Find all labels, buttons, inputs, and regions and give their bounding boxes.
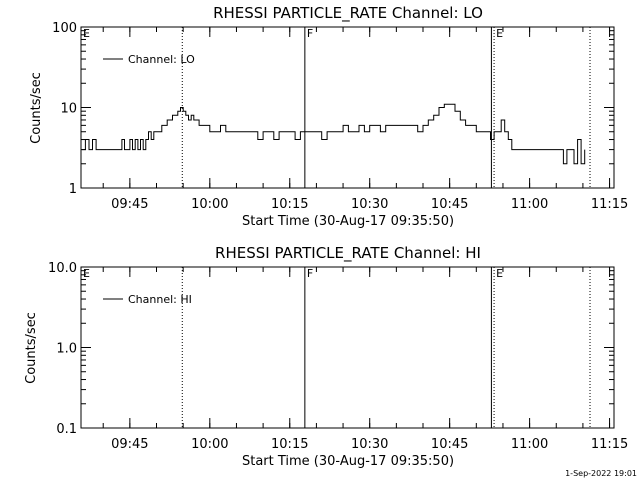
chart-marks-layer: 09:45 10:00 10:15 10:30 10:45 11:00 11:15 1 10 10… (48, 21, 628, 452)
panel-lo-series-line (81, 103, 586, 165)
panel-lo-xtick-label: 10:45 (431, 197, 468, 212)
panel-lo-ytick-label: 10 (60, 102, 77, 117)
panel-hi-ytick-label: 1.0 (56, 342, 77, 357)
panel-hi-xtick-label: 10:00 (191, 437, 228, 452)
panel-hi-xtick-label: 09:45 (111, 437, 148, 452)
panel-hi-xlabel: Start Time (30-Aug-17 09:35:50) (242, 454, 454, 469)
panel-hi-event-marker-label: E (83, 267, 90, 280)
panel-lo-ytick-label: 1 (69, 182, 77, 197)
panel-lo-xtick-label: 10:15 (271, 197, 308, 212)
panel-hi-xtick-label: 11:00 (511, 437, 548, 452)
panel-hi-xtick-label: 10:45 (431, 437, 468, 452)
panel-hi-ytick-label: 0.1 (56, 422, 77, 437)
panel-hi-title: RHESSI PARTICLE_RATE Channel: HI (215, 244, 481, 263)
panel-lo-event-marker-label: E (83, 27, 90, 40)
panel-lo-xlabel: Start Time (30-Aug-17 09:35:50) (242, 214, 454, 229)
panel-hi-xtick-label: 10:15 (271, 437, 308, 452)
panel-lo-legend-label: Channel: LO (128, 53, 195, 66)
panel-hi-xtick-label: 11:15 (591, 437, 628, 452)
panel-lo-event-marker-label: F (307, 27, 313, 40)
panel-lo-ylabel: Counts/sec (29, 72, 44, 144)
panel-hi-xtick-label: 10:30 (351, 437, 388, 452)
panel-hi-event-marker-label: F (307, 267, 313, 280)
panel-lo-xtick-label: 10:30 (351, 197, 388, 212)
panel-lo-title: RHESSI PARTICLE_RATE Channel: LO (213, 4, 483, 23)
panel-hi-legend-label: Channel: HI (128, 293, 192, 306)
panel-hi-event-marker-label: E (496, 267, 503, 280)
footer-timestamp: 1-Sep-2022 19:01 (565, 469, 637, 478)
panel-lo-event-marker-label: E (496, 27, 503, 40)
panel-lo-xtick-label: 10:00 (191, 197, 228, 212)
panel-lo-xtick-label: 09:45 (111, 197, 148, 212)
panel-lo-ytick-label: 100 (52, 21, 77, 36)
panel-hi-ylabel: Counts/sec (24, 312, 39, 384)
panel-lo-xtick-label: 11:15 (591, 197, 628, 212)
panel-lo-xtick-label: 11:00 (511, 197, 548, 212)
panel-hi-ytick-label: 10.0 (48, 261, 77, 276)
